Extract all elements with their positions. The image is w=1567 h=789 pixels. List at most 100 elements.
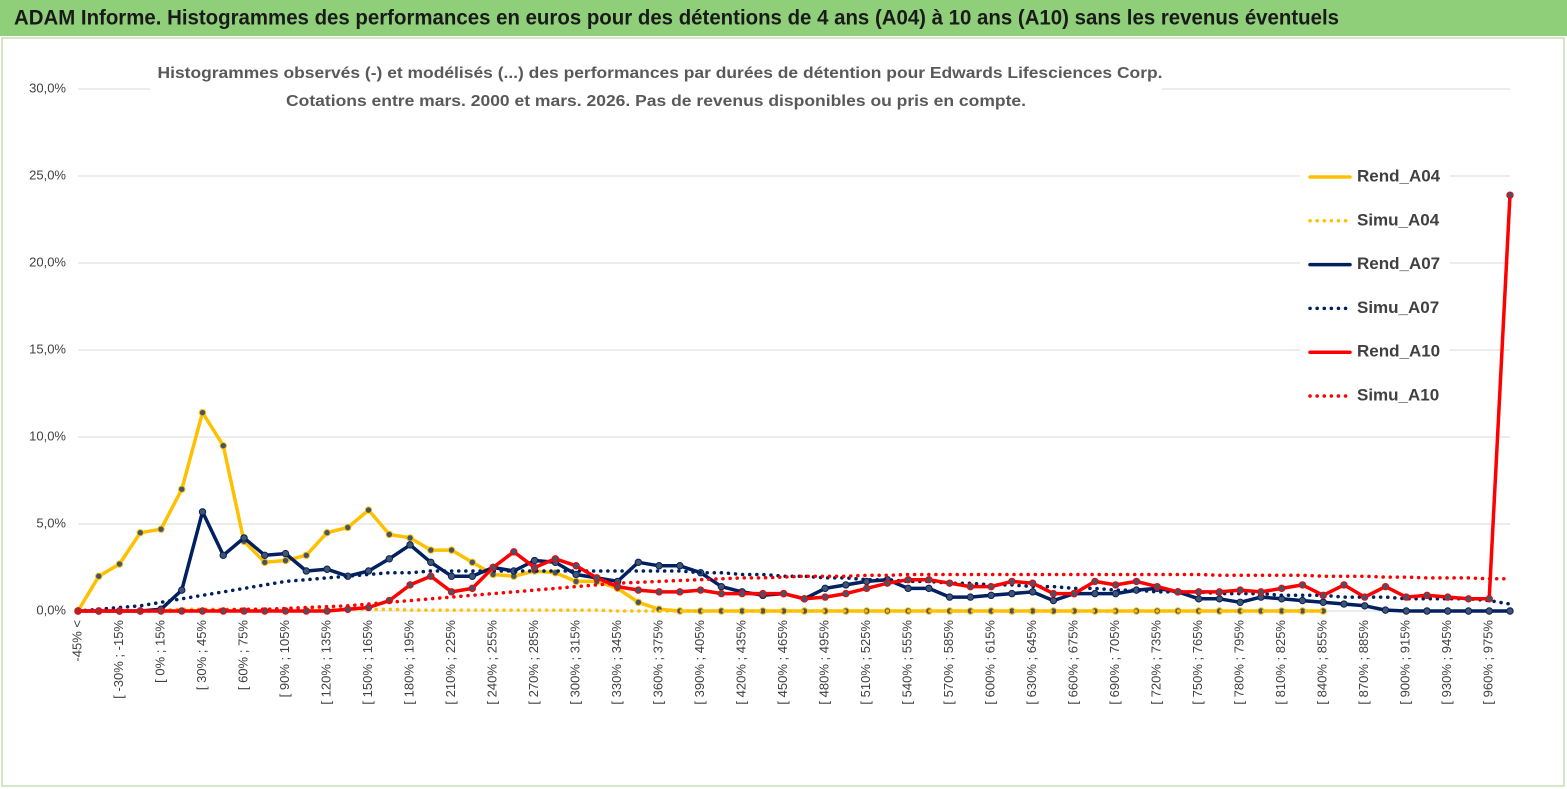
marker [925,575,933,584]
marker [427,558,435,566]
marker [634,586,643,594]
x-tick-label: -45% < [69,620,84,662]
marker [1111,589,1120,598]
marker [364,567,373,575]
marker [987,591,995,600]
marker [1278,584,1286,593]
marker [530,556,539,565]
marker [406,541,414,549]
marker [1485,607,1493,615]
marker [842,589,850,598]
marker [904,575,912,584]
marker [1340,581,1348,589]
marker [468,584,477,593]
marker [1361,602,1369,610]
legend-label: Rend_A04 [1357,166,1441,185]
legend-label: Rend_A10 [1357,342,1440,361]
marker [1070,589,1078,598]
x-tick-label: [ 330% ; 345% [609,620,624,705]
marker [157,525,165,533]
marker [945,593,954,601]
y-tick-label: 15,0% [29,341,66,356]
marker [1381,582,1390,591]
x-tick-label: [ 480% ; 495% [817,620,832,705]
marker [178,485,186,493]
marker [1340,600,1348,608]
marker [1008,577,1016,586]
marker [447,588,456,596]
legend-label: Simu_A07 [1357,298,1439,317]
marker [1444,607,1452,615]
marker [572,577,580,586]
marker [945,579,954,587]
marker [1215,588,1224,596]
chart-subtitle: Cotations entre mars. 2000 et mars. 2026… [286,93,1026,110]
marker [696,586,705,594]
x-tick-label: [ 600% ; 615% [983,620,998,705]
legend-label: Simu_A10 [1357,385,1439,404]
marker [1444,593,1452,601]
x-tick-label: [ 690% ; 705% [1107,620,1122,705]
marker [1194,595,1203,603]
marker [842,581,850,589]
marker [1257,588,1265,596]
chart-border [1,37,1565,787]
model-line [76,572,1512,613]
marker [468,572,477,580]
x-tick-label: [ 120% ; 135% [318,620,333,705]
marker [1381,606,1390,614]
x-tick-label: [ 870% ; 885% [1356,620,1371,705]
page-title: ADAM Informe. Histogrammes des performan… [14,7,1339,30]
marker [468,558,477,566]
observed-line [76,193,1512,613]
marker [821,593,829,601]
marker [966,582,975,591]
x-tick-label: [ 660% ; 675% [1066,620,1081,705]
marker [385,555,394,563]
marker [1174,588,1182,596]
marker [447,572,456,580]
marker [779,589,788,598]
marker [240,534,248,542]
x-tick-label: [ 30% ; 45% [194,620,209,691]
marker [344,523,352,532]
marker [1153,582,1161,591]
x-tick-label: [ 720% ; 735% [1149,620,1164,705]
marker [1049,589,1058,598]
marker [1049,596,1058,605]
marker [1423,607,1431,615]
marker [1028,579,1037,587]
y-tick-label: 25,0% [29,167,66,182]
marker [261,558,269,566]
marker [198,408,207,417]
marker [364,506,373,514]
marker [219,551,227,560]
marker [966,593,975,601]
marker [676,588,684,596]
x-tick-label: [ 900% ; 915% [1398,620,1413,705]
y-tick-label: 20,0% [29,254,66,269]
marker [323,565,331,573]
marker [551,555,560,563]
marker [530,563,539,572]
marker [717,582,726,591]
marker [593,574,601,582]
marker [406,534,414,542]
marker [904,584,912,593]
x-tick-label: [ 270% ; 285% [526,620,541,705]
marker [634,558,643,566]
marker [1319,591,1327,600]
marker [1194,588,1203,596]
marker [385,530,394,539]
marker [1402,593,1410,601]
header-bar [0,0,1567,36]
x-tick-label: [ 360% ; 375% [651,620,666,705]
x-tick-label: [ 210% ; 225% [443,620,458,705]
y-tick-label: 10,0% [29,428,66,443]
legend-label: Simu_A04 [1357,210,1440,229]
marker [1111,581,1120,589]
x-tick-label: [ 510% ; 525% [858,620,873,705]
marker [489,563,497,572]
y-tick-label: 0,0% [36,602,66,617]
